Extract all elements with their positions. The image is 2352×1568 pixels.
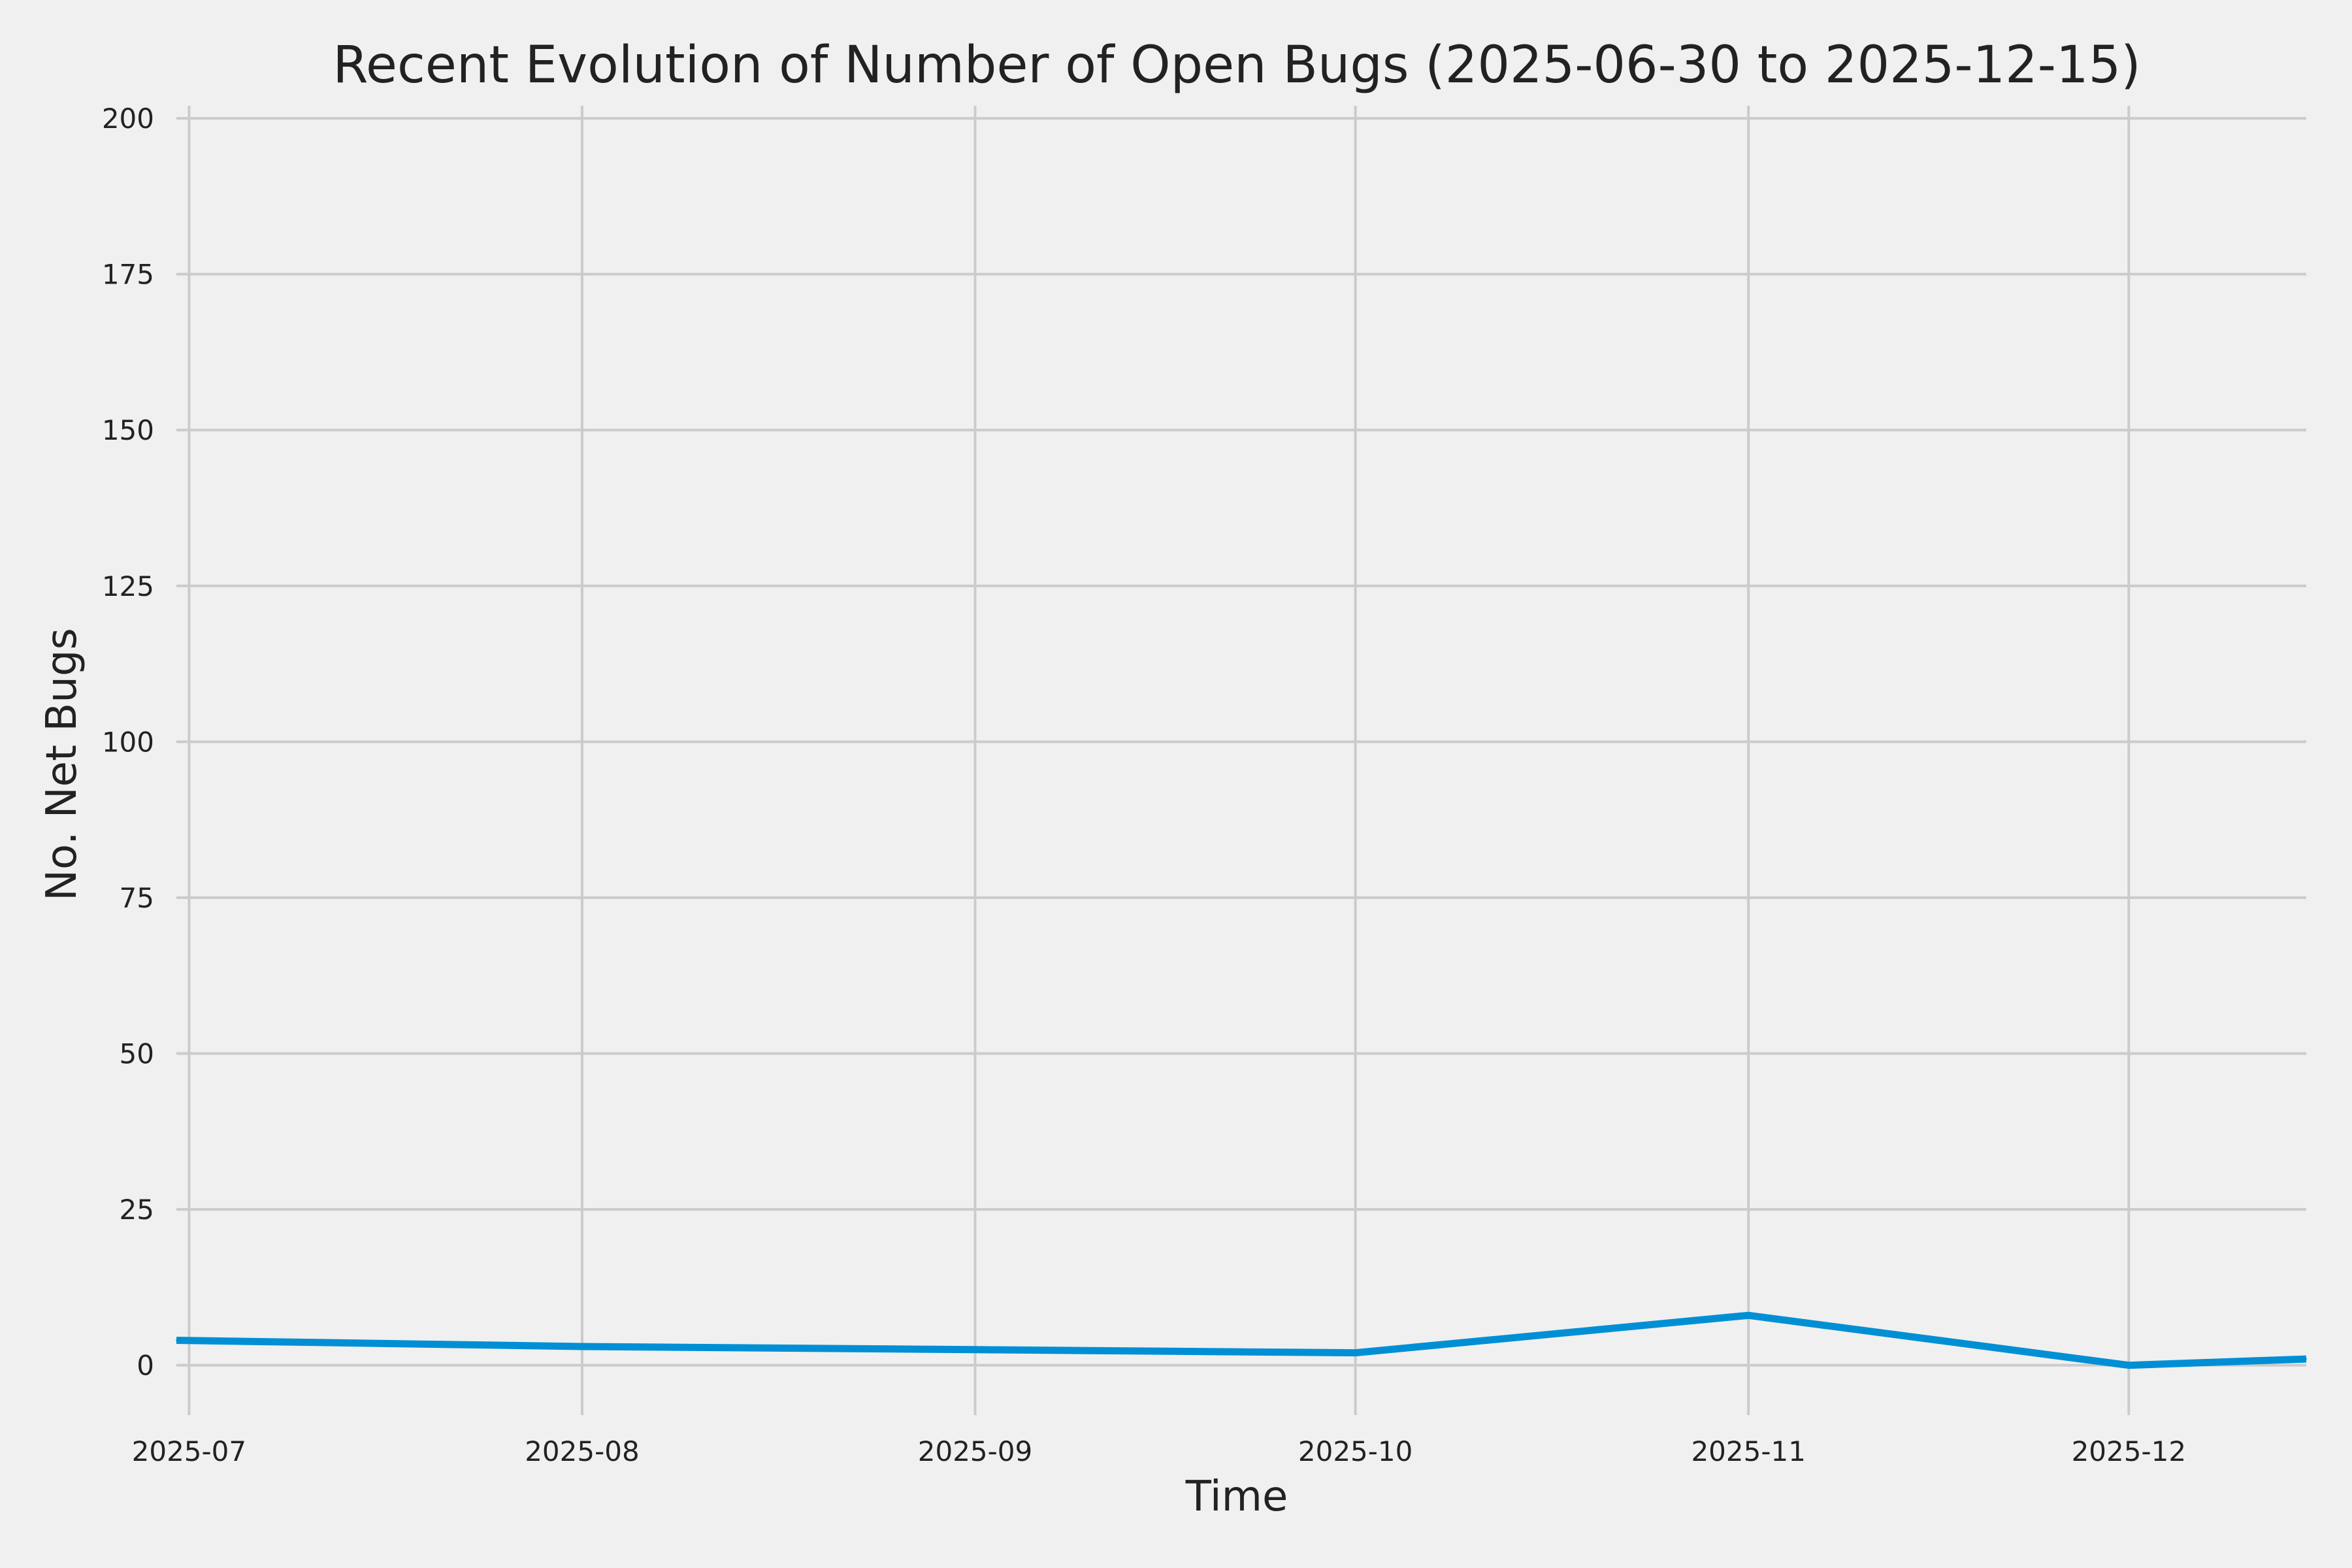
y-tick-label: 175 xyxy=(102,259,154,291)
data-series xyxy=(176,1311,2307,1369)
y-axis-label: No. Net Bugs xyxy=(38,628,86,901)
chart-title: Recent Evolution of Number of Open Bugs … xyxy=(333,36,2140,95)
x-tick-label: 2025-10 xyxy=(1298,1435,1413,1467)
y-tick-label: 75 xyxy=(120,882,154,914)
x-axis-label: Time xyxy=(1185,1473,1288,1521)
x-tick-label: 2025-11 xyxy=(1691,1435,1806,1467)
y-tick-label: 125 xyxy=(102,570,154,602)
data-point xyxy=(176,1339,177,1341)
data-point xyxy=(1354,1352,1356,1354)
y-tick-label: 0 xyxy=(137,1350,154,1382)
y-tick-label: 200 xyxy=(102,103,154,135)
y-gridlines xyxy=(176,117,2306,1367)
x-gridlines xyxy=(188,106,2131,1415)
y-tick-label: 50 xyxy=(120,1038,154,1070)
y-tick-labels: 0 25 50 75 100 125 150 175 200 xyxy=(102,103,154,1382)
y-tick-label: 150 xyxy=(102,414,154,446)
x-tick-label: 2025-08 xyxy=(525,1435,640,1467)
x-tick-label: 2025-12 xyxy=(2072,1435,2187,1467)
y-tick-label: 100 xyxy=(102,726,154,758)
data-point xyxy=(581,1346,583,1347)
data-point xyxy=(1748,1315,1750,1316)
x-tick-labels: 2025-07 2025-08 2025-09 2025-10 2025-11 2025-… xyxy=(132,1435,2186,1467)
data-point xyxy=(2128,1364,2130,1366)
x-tick-label: 2025-07 xyxy=(132,1435,247,1467)
data-point xyxy=(2306,1358,2307,1360)
y-tick-label: 25 xyxy=(120,1194,154,1226)
x-tick-label: 2025-09 xyxy=(918,1435,1033,1467)
data-point xyxy=(974,1348,976,1350)
